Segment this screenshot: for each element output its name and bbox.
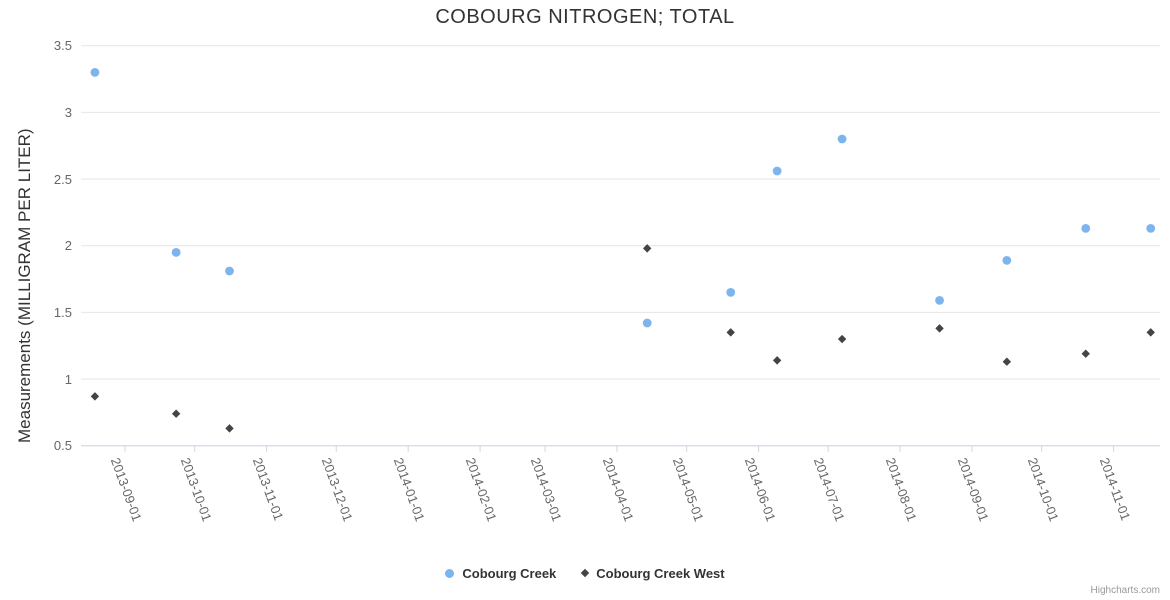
data-point[interactable] xyxy=(726,287,736,297)
y-axis-tick-label: 1 xyxy=(64,371,72,387)
legend-item-cobourg-creek-west[interactable]: Cobourg Creek West xyxy=(581,565,725,581)
data-point[interactable] xyxy=(642,244,652,253)
y-axis-tick-label: 3.5 xyxy=(53,38,72,54)
data-point[interactable] xyxy=(225,424,234,433)
data-point[interactable] xyxy=(171,409,181,418)
data-point[interactable] xyxy=(1081,223,1091,233)
legend-label: Cobourg Creek xyxy=(462,565,557,581)
data-point[interactable] xyxy=(935,324,944,333)
data-point[interactable] xyxy=(642,318,652,328)
legend-label: Cobourg Creek West xyxy=(596,565,725,581)
y-axis-tick-label: 0.5 xyxy=(53,438,72,454)
y-axis-tick-label: 3 xyxy=(64,104,72,120)
y-axis-tick-label: 2 xyxy=(64,238,72,254)
data-point[interactable] xyxy=(1002,357,1012,366)
data-point[interactable] xyxy=(837,334,847,344)
data-point[interactable] xyxy=(1146,328,1155,337)
data-point[interactable] xyxy=(90,67,100,77)
data-point[interactable] xyxy=(90,392,100,401)
data-point[interactable] xyxy=(772,166,782,176)
circle-marker-icon xyxy=(445,568,455,578)
chart-title: COBOURG NITROGEN; TOTAL xyxy=(435,6,735,28)
data-point[interactable] xyxy=(1002,255,1012,265)
diamond-marker-icon xyxy=(581,568,590,578)
data-point[interactable] xyxy=(772,356,782,365)
data-point[interactable] xyxy=(225,266,234,276)
data-point[interactable] xyxy=(1146,223,1156,233)
legend-item-cobourg-creek[interactable]: Cobourg Creek xyxy=(445,566,556,581)
y-axis-tick-label: 1.5 xyxy=(53,304,72,320)
data-point[interactable] xyxy=(171,247,181,257)
data-point[interactable] xyxy=(935,295,944,305)
legend: Cobourg Creek Cobourg Creek West xyxy=(0,562,1170,584)
highcharts-credit-link[interactable]: Highcharts.com xyxy=(1090,585,1160,596)
data-point[interactable] xyxy=(837,134,847,144)
y-axis-tick-label: 2.5 xyxy=(53,171,72,187)
data-point[interactable] xyxy=(1081,349,1090,358)
data-point[interactable] xyxy=(726,328,735,337)
